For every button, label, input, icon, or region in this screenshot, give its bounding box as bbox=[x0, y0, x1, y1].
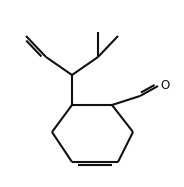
Text: O: O bbox=[160, 79, 170, 91]
